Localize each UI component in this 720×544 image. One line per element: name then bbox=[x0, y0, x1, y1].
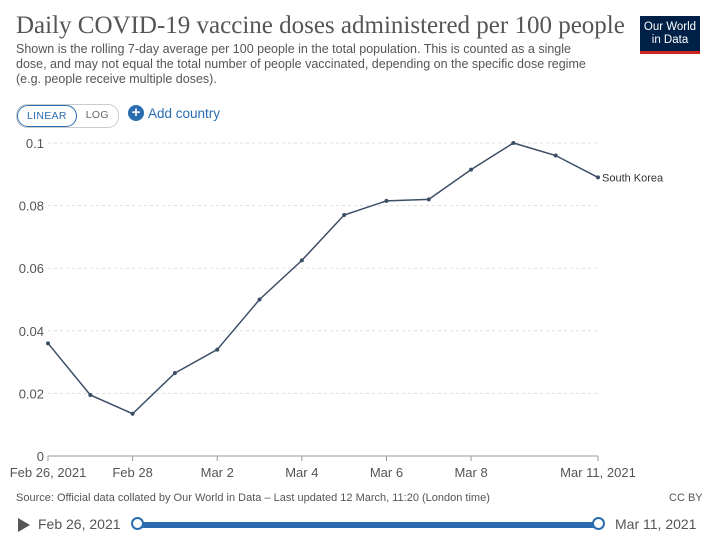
y-tick-label-1: 0.02 bbox=[19, 386, 44, 401]
y-tick-label-0: 0 bbox=[37, 449, 44, 464]
data-point-9 bbox=[426, 197, 431, 202]
y-tick-label-3: 0.06 bbox=[19, 261, 44, 276]
add-country-button[interactable]: + Add country bbox=[128, 105, 220, 121]
timeline-start-label: Feb 26, 2021 bbox=[38, 516, 121, 532]
source-note: Source: Official data collated by Our Wo… bbox=[16, 492, 490, 504]
linear-scale-button[interactable]: LINEAR bbox=[17, 105, 77, 127]
chart-title: Daily COVID-19 vaccine doses administere… bbox=[16, 12, 625, 39]
data-point-0 bbox=[46, 341, 50, 346]
timeline-track[interactable] bbox=[137, 522, 599, 528]
timeline-end-handle[interactable] bbox=[592, 517, 605, 530]
x-tick-label-4: Mar 6 bbox=[370, 465, 403, 480]
add-country-label: Add country bbox=[148, 105, 221, 121]
x-tick-label-0: Feb 26, 2021 bbox=[10, 465, 87, 480]
y-tick-label-4: 0.08 bbox=[19, 199, 44, 214]
logo-line-1: Our World bbox=[643, 21, 697, 33]
data-point-1 bbox=[88, 392, 93, 397]
x-tick-label-6: Mar 11, 2021 bbox=[560, 465, 636, 480]
timeline-start-handle[interactable] bbox=[131, 517, 144, 530]
data-point-3 bbox=[172, 371, 177, 376]
data-point-12 bbox=[553, 153, 558, 158]
plus-icon: + bbox=[128, 105, 144, 121]
timeline-end-label: Mar 11, 2021 bbox=[615, 516, 697, 532]
logo-line-2: in Data bbox=[651, 34, 689, 46]
timeline: Feb 26, 2021 Mar 11, 2021 bbox=[0, 512, 720, 542]
owid-logo[interactable]: Our World in Data bbox=[640, 16, 700, 54]
data-point-11 bbox=[511, 141, 516, 145]
x-tick-label-3: Mar 4 bbox=[285, 465, 318, 480]
data-point-13 bbox=[596, 175, 600, 180]
y-tick-label-5: 0.1 bbox=[26, 136, 44, 151]
x-tick-label-1: Feb 28 bbox=[112, 465, 152, 480]
data-point-4 bbox=[215, 347, 220, 352]
data-point-8 bbox=[384, 198, 389, 203]
x-tick-label-2: Mar 2 bbox=[201, 465, 234, 480]
data-point-5 bbox=[257, 297, 262, 302]
scale-toggle[interactable]: LINEAR LOG bbox=[16, 104, 119, 128]
play-icon[interactable] bbox=[18, 518, 30, 532]
series-label: South Korea bbox=[602, 172, 664, 184]
data-point-6 bbox=[299, 258, 304, 263]
license-link[interactable]: CC BY bbox=[669, 492, 703, 504]
data-point-7 bbox=[342, 212, 347, 217]
chart-subtitle: Shown is the rolling 7-day average per 1… bbox=[16, 42, 586, 86]
x-tick-label-5: Mar 8 bbox=[454, 465, 487, 480]
data-point-2 bbox=[130, 411, 135, 416]
y-tick-label-2: 0.04 bbox=[19, 324, 44, 339]
log-scale-button[interactable]: LOG bbox=[85, 109, 109, 121]
series-line-south-korea bbox=[47, 142, 599, 415]
data-point-10 bbox=[469, 167, 474, 172]
